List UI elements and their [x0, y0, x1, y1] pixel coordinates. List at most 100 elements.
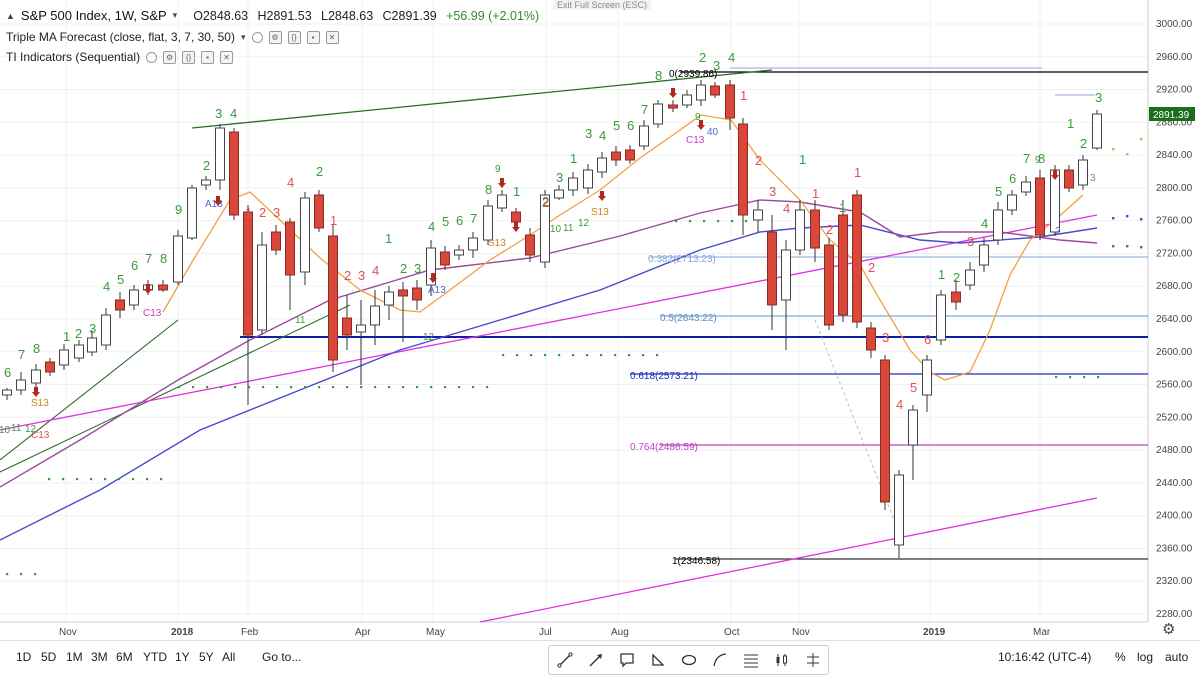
exit-fullscreen-hint[interactable]: Exit Full Screen (ESC) [553, 0, 652, 10]
candle-body[interactable] [767, 231, 777, 306]
indicator-title-seq[interactable]: TI Indicators (Sequential) [6, 50, 141, 64]
settings-icon[interactable]: ⚙ [163, 50, 177, 64]
ma-30-line[interactable] [0, 199, 1098, 488]
candle-body[interactable] [129, 289, 139, 306]
ellipse-tool-icon[interactable] [673, 647, 704, 673]
candle-body[interactable] [597, 157, 607, 173]
timeframe-6m-button[interactable]: 6M [116, 650, 133, 664]
candle-body[interactable] [951, 291, 961, 303]
candle-body[interactable] [201, 179, 211, 186]
visibility-icon[interactable] [251, 31, 263, 43]
candle-body[interactable] [781, 249, 791, 301]
candle-body[interactable] [87, 337, 97, 353]
close-icon[interactable]: ✕ [325, 30, 339, 44]
candle-body[interactable] [653, 103, 663, 125]
candle-body[interactable] [710, 85, 720, 96]
log-toggle[interactable]: log [1137, 650, 1154, 664]
goto-button[interactable]: Go to... [262, 650, 302, 664]
candle-body[interactable] [229, 131, 239, 216]
candle-body[interactable] [45, 361, 55, 373]
candle-body[interactable] [611, 151, 621, 161]
source-icon[interactable]: {} [182, 50, 196, 64]
auto-toggle[interactable]: auto [1165, 650, 1189, 664]
candle-body[interactable] [74, 344, 84, 359]
candle-body[interactable] [243, 211, 253, 336]
candle-body[interactable] [356, 324, 366, 333]
callout-tool-icon[interactable] [611, 647, 642, 673]
candle-body[interactable] [738, 123, 748, 216]
close-icon[interactable]: ✕ [220, 50, 234, 64]
candle-body[interactable] [483, 205, 493, 241]
bar-pattern-tool-icon[interactable] [766, 647, 797, 673]
triangle-tool-icon[interactable] [642, 647, 673, 673]
candle-body[interactable] [398, 289, 408, 297]
timeframe-1m-button[interactable]: 1M [66, 650, 83, 664]
long-position-tool-icon[interactable] [797, 647, 828, 673]
settings-icon[interactable]: ⚙ [268, 30, 282, 44]
timeframe-1d-button[interactable]: 1D [16, 650, 32, 664]
ma-50-line[interactable] [0, 224, 1098, 541]
candle-body[interactable] [158, 284, 168, 291]
candle-body[interactable] [426, 247, 436, 286]
candle-body[interactable] [497, 194, 507, 209]
symbol-title[interactable]: S&P 500 Index, 1W, S&P [20, 8, 167, 23]
candle-body[interactable] [852, 194, 862, 323]
candle-body[interactable] [725, 84, 735, 119]
candle-body[interactable] [583, 169, 593, 189]
candle-body[interactable] [101, 314, 111, 346]
candle-body[interactable] [696, 84, 706, 101]
timeframe-1y-button[interactable]: 1Y [175, 650, 190, 664]
candle-body[interactable] [894, 474, 904, 546]
candle-body[interactable] [468, 237, 478, 251]
candle-body[interactable] [908, 409, 918, 446]
trendline[interactable] [0, 319, 179, 461]
indicator-title-ma[interactable]: Triple MA Forecast (close, flat, 3, 7, 3… [6, 30, 235, 44]
candle-body[interactable] [668, 104, 678, 109]
candle-body[interactable] [838, 214, 848, 316]
channel-line[interactable] [479, 497, 1098, 623]
candle-body[interactable] [342, 317, 352, 336]
candle-body[interactable] [16, 379, 26, 391]
candle-body[interactable] [1035, 177, 1045, 236]
candle-body[interactable] [31, 369, 41, 384]
candle-body[interactable] [314, 194, 324, 229]
candle-body[interactable] [554, 189, 564, 199]
candle-body[interactable] [271, 231, 281, 251]
candle-body[interactable] [993, 209, 1003, 241]
candle-body[interactable] [922, 359, 932, 396]
candle-body[interactable] [979, 244, 989, 266]
candle-body[interactable] [511, 211, 521, 223]
candle-body[interactable] [540, 194, 550, 263]
candle-body[interactable] [384, 291, 394, 306]
candle-body[interactable] [625, 149, 635, 161]
candle-body[interactable] [187, 187, 197, 239]
gear-icon[interactable]: ⚙ [1162, 621, 1176, 638]
candle-body[interactable] [1007, 194, 1017, 211]
candle-body[interactable] [824, 244, 834, 326]
timeframe-5y-button[interactable]: 5Y [199, 650, 214, 664]
candle-body[interactable] [454, 249, 464, 256]
candle-body[interactable] [753, 209, 763, 221]
candle-body[interactable] [1092, 113, 1102, 149]
candle-body[interactable] [59, 349, 69, 366]
candle-body[interactable] [285, 221, 295, 276]
visibility-icon[interactable] [146, 51, 158, 63]
candle-body[interactable] [810, 209, 820, 249]
trend-line-tool-icon[interactable] [549, 647, 580, 673]
candle-body[interactable] [115, 299, 125, 311]
chevron-down-icon[interactable]: ▾ [172, 10, 178, 20]
candle-body[interactable] [412, 287, 422, 301]
price-chart[interactable]: 3000.00 2960.00 2920.00 2880.00 2840.00 2800.… [0, 0, 1200, 640]
candle-body[interactable] [936, 294, 946, 341]
more-icon[interactable]: ▪ [306, 30, 320, 44]
collapse-icon[interactable]: ▲ [6, 10, 15, 21]
candle-body[interactable] [525, 234, 535, 256]
fib-retracement-tool-icon[interactable] [735, 647, 766, 673]
timeframe-all-button[interactable]: All [222, 650, 236, 664]
candle-body[interactable] [1064, 169, 1074, 189]
curve-tool-icon[interactable] [704, 647, 735, 673]
resistance-trendline[interactable] [191, 69, 773, 129]
trendline[interactable] [0, 304, 351, 473]
candle-body[interactable] [300, 197, 310, 273]
candle-body[interactable] [795, 209, 805, 251]
